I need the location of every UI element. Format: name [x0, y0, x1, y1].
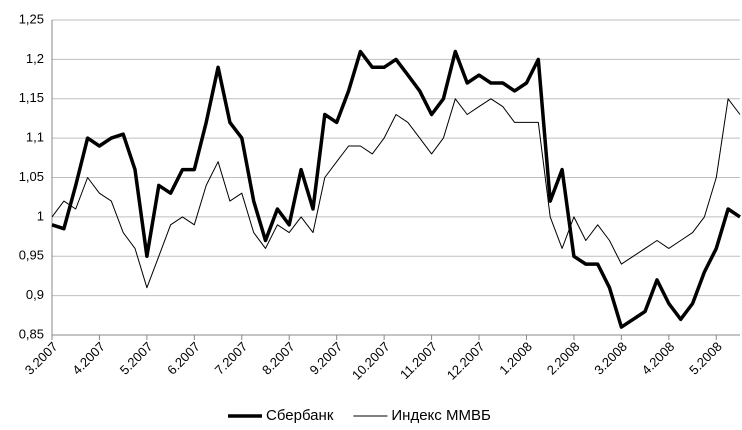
x-tick-label: 6.2007	[164, 339, 203, 378]
x-tick-label: 2.2008	[544, 339, 583, 378]
y-tick-label: 1,2	[26, 51, 44, 66]
x-tick-label: 4.2007	[69, 339, 108, 378]
x-tick-label: 5.2007	[117, 339, 156, 378]
x-tick-label: 10.2007	[349, 339, 393, 383]
series-line	[51, 98, 741, 289]
y-tick-label: 1,15	[19, 90, 44, 105]
x-tick-label: 11.2007	[397, 339, 440, 382]
x-tick-label: 8.2007	[259, 339, 298, 378]
x-tick-label: 4.2008	[639, 339, 678, 378]
legend-label: Индекс ММВБ	[391, 407, 491, 424]
x-tick-label: 12.2007	[444, 339, 488, 383]
x-tick-label: 7.2007	[212, 339, 251, 378]
y-tick-label: 0,85	[19, 326, 44, 341]
legend-label: Сбербанк	[266, 407, 334, 424]
x-tick-label: 3.2008	[591, 339, 630, 378]
y-tick-label: 1,1	[26, 130, 44, 145]
y-tick-label: 1,05	[19, 169, 44, 184]
y-tick-label: 1,25	[19, 11, 44, 26]
y-tick-label: 1	[37, 208, 44, 223]
x-tick-label: 1.2008	[496, 339, 535, 378]
series-line	[51, 49, 741, 329]
x-tick-label: 3.2007	[22, 339, 61, 378]
x-tick-label: 5.2008	[686, 339, 725, 378]
y-tick-label: 0,95	[19, 248, 44, 263]
y-tick-label: 0,9	[26, 287, 44, 302]
x-tick-label: 9.2007	[307, 339, 346, 378]
